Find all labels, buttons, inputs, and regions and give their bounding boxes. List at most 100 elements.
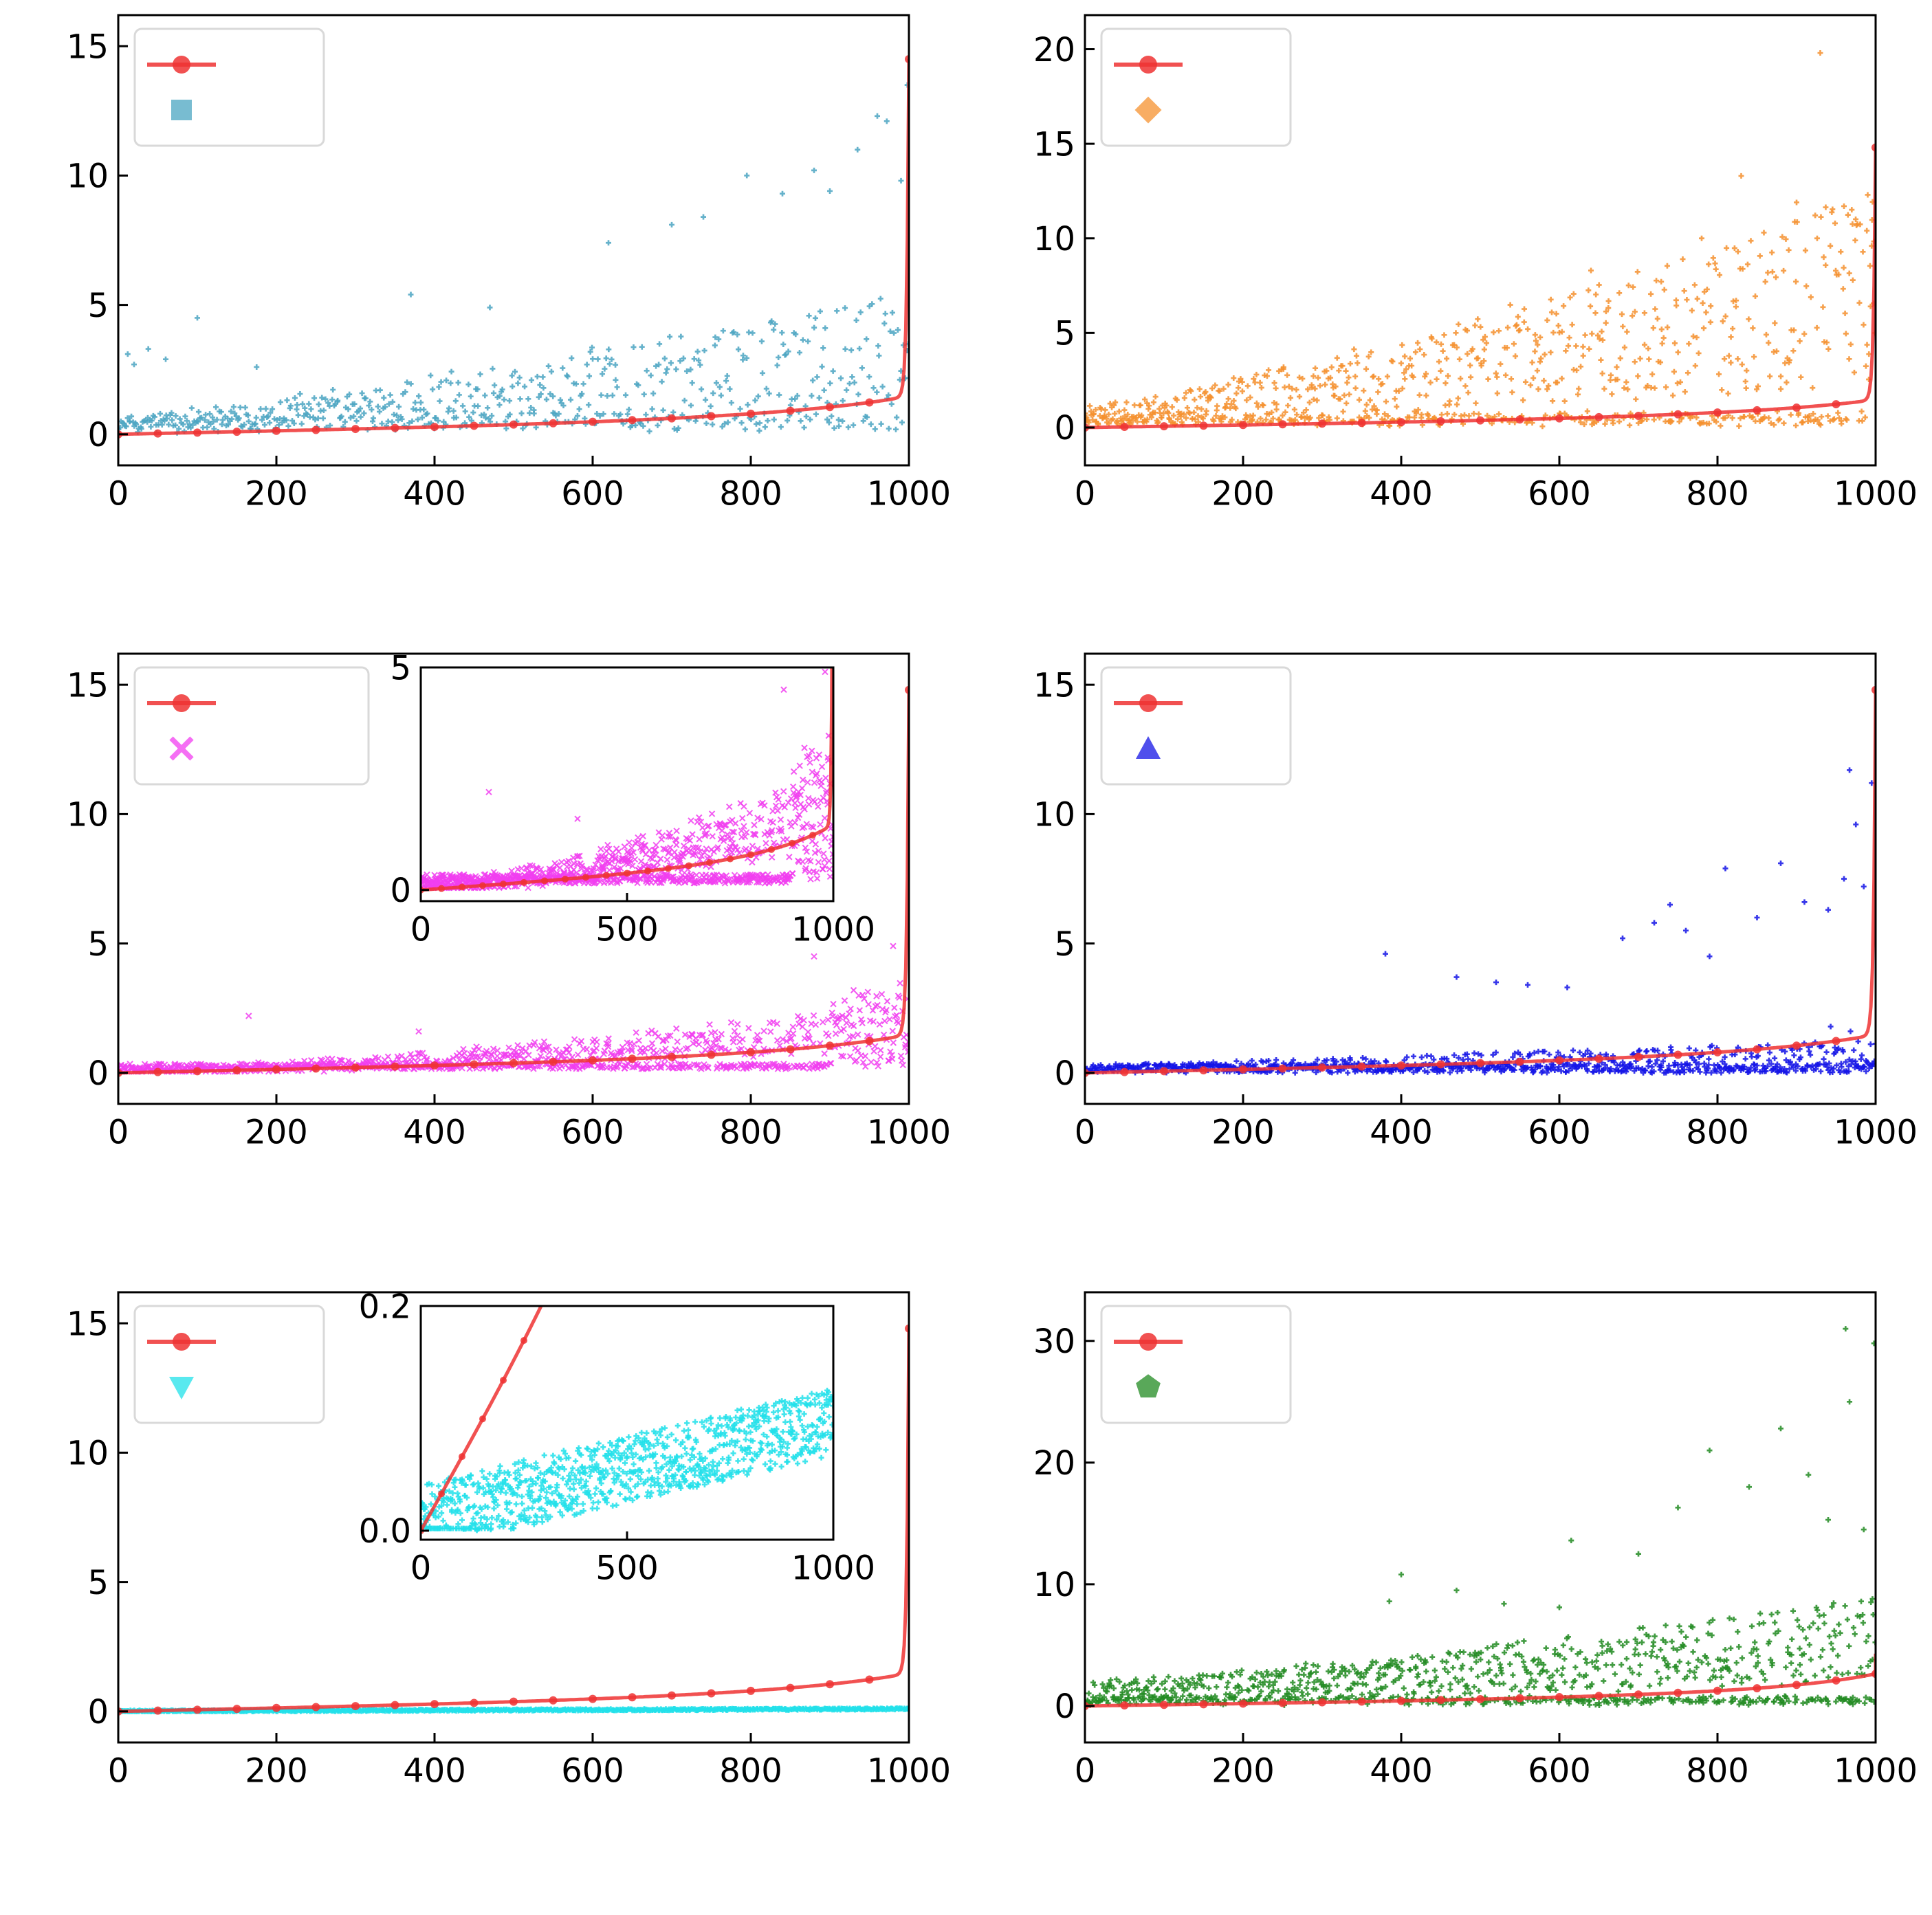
fcaa-point [430, 1061, 439, 1070]
scatter-point [410, 406, 417, 412]
scatter-point [1403, 366, 1409, 373]
scatter-point [1332, 384, 1339, 390]
inset-scatter-point [695, 844, 702, 852]
scatter-point [1174, 416, 1181, 422]
scatter-point [1429, 335, 1435, 342]
scatter-point [1808, 294, 1814, 300]
scatter-point [813, 411, 819, 417]
y-tick-label: 5 [87, 287, 109, 325]
scatter-point [184, 418, 190, 424]
scatter-point [640, 423, 646, 429]
scatter-point [1225, 381, 1231, 388]
scatter-point [1549, 309, 1555, 316]
scatter-point [1708, 1070, 1714, 1076]
scatter-point [1706, 1062, 1712, 1068]
inset-scatter-point [742, 872, 749, 879]
scatter-point [1838, 249, 1844, 255]
inset-scatter-point [815, 848, 822, 854]
scatter-point [218, 409, 224, 415]
scatter-point [514, 1042, 521, 1049]
scatter-point [698, 1065, 705, 1072]
scatter-point [1253, 1061, 1259, 1067]
scatter-point [845, 424, 851, 430]
scatter-point [358, 406, 364, 412]
scatter-point [602, 366, 608, 372]
scatter-point [1782, 1048, 1788, 1054]
scatter-point [415, 1028, 422, 1035]
inset-scatter-point [597, 845, 604, 853]
inset-scatter-point [537, 866, 545, 873]
scatter-point [1436, 359, 1442, 365]
scatter-point [1754, 914, 1760, 920]
scatter-point [1696, 1061, 1702, 1067]
scatter-point [1849, 277, 1856, 283]
legend-box [1100, 666, 1292, 786]
scatter-point [353, 418, 360, 424]
inset-scatter-point [630, 849, 637, 856]
scatter-point [877, 1047, 884, 1054]
scatter-point [1490, 1052, 1496, 1058]
scatter-point [1253, 400, 1260, 406]
scatter-point [688, 402, 694, 408]
scatter-point [727, 386, 733, 392]
scatter-point [229, 416, 235, 422]
scatter-point [891, 330, 897, 336]
scatter-point [762, 424, 768, 430]
scatter-point [844, 387, 850, 393]
scatter-point [430, 386, 436, 392]
scatter-point [1535, 386, 1541, 392]
scatter-point [1475, 355, 1481, 362]
scatter-point [311, 395, 318, 401]
fcaa-point [1318, 1063, 1326, 1072]
scatter-point [608, 356, 615, 362]
scatter-point [1577, 419, 1583, 425]
x-tick-label: 400 [403, 1114, 466, 1152]
scatter-point [1465, 1056, 1471, 1062]
scatter-point [1299, 375, 1306, 381]
scatter-point [230, 403, 237, 410]
scatter-point [289, 417, 296, 423]
scatter-point [736, 346, 742, 353]
scatter-point [1856, 300, 1863, 306]
scatter-point [1385, 413, 1391, 419]
scatter-point [177, 416, 183, 422]
fcaa-point [707, 412, 716, 421]
scatter-point [1577, 1049, 1583, 1055]
scatter-point [1264, 373, 1270, 379]
scatter-point [1497, 361, 1504, 367]
scatter-point [1353, 353, 1359, 359]
scatter-point [1546, 1052, 1552, 1058]
scatter-point [166, 421, 172, 428]
x-tick-label: 200 [1211, 1114, 1275, 1152]
scatter-point [1765, 269, 1771, 276]
scatter-point [1781, 420, 1787, 426]
scatter-point [1646, 356, 1652, 362]
scatter-point [1553, 311, 1559, 317]
scatter-point [1407, 355, 1414, 362]
scatter-point [1686, 341, 1692, 347]
scatter-point [609, 392, 615, 399]
inset-scatter-point [821, 815, 828, 821]
scatter-point [847, 1006, 854, 1012]
scatter-point [1273, 1057, 1280, 1063]
scatter-point [859, 1059, 867, 1066]
scatter-point [1690, 1067, 1696, 1074]
scatter-point [1535, 342, 1541, 348]
scatter-point [133, 421, 140, 428]
scatter-point [756, 1037, 763, 1045]
scatter-point [1137, 402, 1143, 408]
fcaa-point [786, 406, 795, 415]
scatter-point [879, 384, 886, 390]
fcaa-point [628, 416, 637, 425]
scatter-point [1790, 1064, 1797, 1070]
scatter-point [703, 1039, 711, 1046]
scatter-point [450, 408, 457, 414]
scatter-point [1266, 367, 1272, 373]
inset-scatter-point [769, 827, 776, 834]
scatter-point [1621, 344, 1627, 351]
y-tick-label: 15 [67, 666, 109, 705]
scatter-point [1464, 1051, 1470, 1057]
inset-scatter-point [703, 845, 710, 852]
scatter-point [1508, 376, 1515, 382]
scatter-point [1837, 1070, 1843, 1076]
